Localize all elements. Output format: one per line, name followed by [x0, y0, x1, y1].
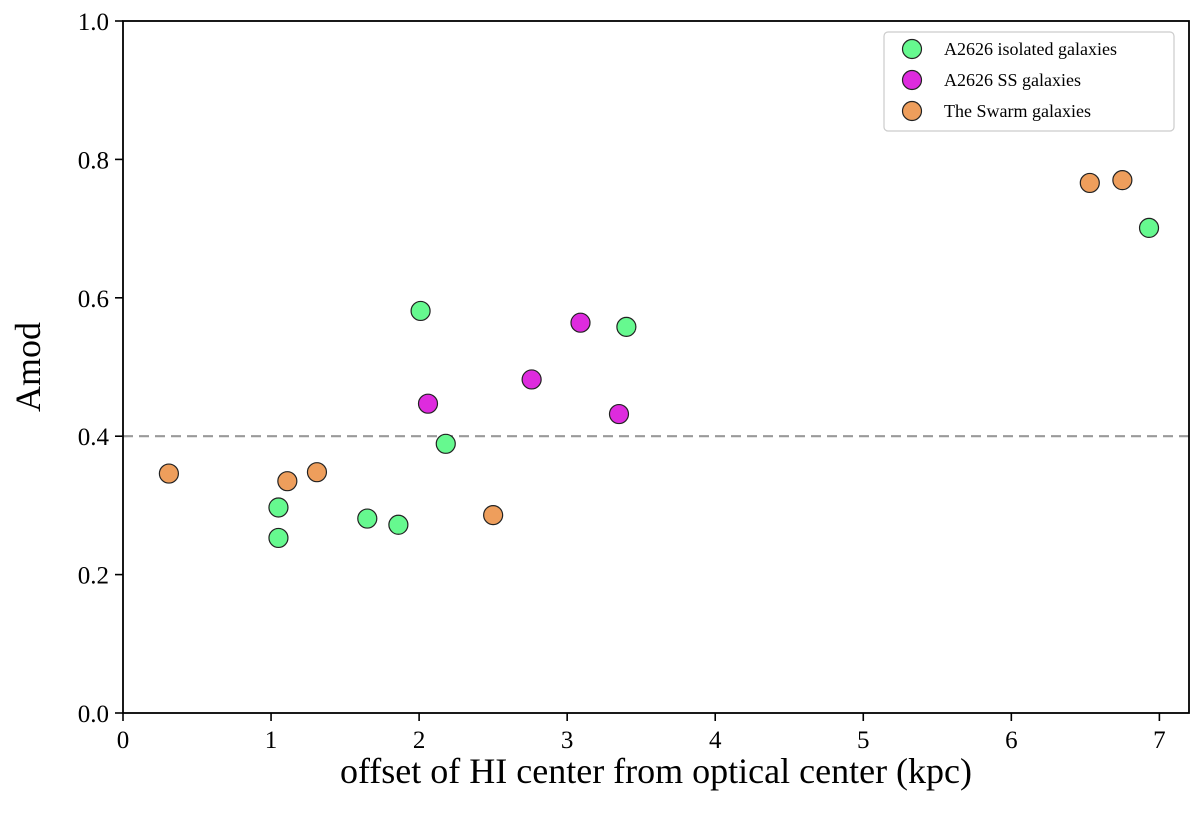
- y-tick-label: 0.8: [78, 147, 109, 174]
- y-tick-label: 0.2: [78, 563, 109, 590]
- y-tick-label: 0.4: [78, 424, 110, 451]
- x-tick-label: 7: [1153, 727, 1166, 754]
- y-tick-label: 1.0: [78, 9, 109, 36]
- data-point: [570, 312, 591, 333]
- plot-frame: [122, 20, 1190, 714]
- x-tick-label: 2: [413, 727, 426, 754]
- x-tick-label: 6: [1005, 727, 1018, 754]
- x-tick-label: 4: [709, 727, 722, 754]
- y-axis-label: Amod: [8, 322, 48, 412]
- legend-label: The Swarm galaxies: [944, 101, 1091, 121]
- x-axis-label: offset of HI center from optical center …: [340, 751, 972, 791]
- y-tick-label: 0.0: [78, 701, 109, 728]
- data-point: [417, 393, 439, 414]
- data-point: [435, 433, 456, 454]
- legend-label: A2626 SS galaxies: [944, 70, 1081, 90]
- data-point: [268, 497, 289, 518]
- x-tick-label: 1: [265, 727, 278, 754]
- axis-ticks-layer: 0 1 2 3 4 5 6 7 0.0 0.2 0.4 0.6 0.8 1.0: [78, 9, 1166, 754]
- data-point: [483, 504, 504, 526]
- legend-label: A2626 isolated galaxies: [944, 39, 1117, 59]
- x-tick-label: 3: [561, 727, 574, 754]
- data-point: [521, 369, 542, 390]
- data-point: [306, 462, 328, 483]
- legend-frame: [883, 31, 1175, 132]
- data-point: [608, 403, 630, 425]
- data-point: [410, 300, 431, 322]
- data-point: [1138, 217, 1160, 239]
- data-point: [1112, 170, 1133, 191]
- data-point: [357, 508, 378, 529]
- x-tick-label: 0: [117, 727, 130, 754]
- data-point: [388, 514, 409, 535]
- legend-entries: A2626 isolated galaxies A2626 SS galaxies…: [901, 38, 1117, 122]
- data-point: [158, 463, 179, 484]
- legend-marker: [901, 69, 923, 91]
- data-points-layer: [158, 170, 1160, 549]
- legend: A2626 isolated galaxies A2626 SS galaxies…: [883, 31, 1175, 132]
- data-point: [616, 316, 637, 337]
- y-tick-label: 0.6: [78, 286, 109, 313]
- legend-marker: [901, 100, 923, 122]
- data-point: [277, 471, 298, 492]
- x-tick-label: 5: [857, 727, 870, 754]
- data-point: [268, 527, 289, 549]
- legend-marker: [901, 38, 923, 60]
- data-point: [1079, 172, 1100, 194]
